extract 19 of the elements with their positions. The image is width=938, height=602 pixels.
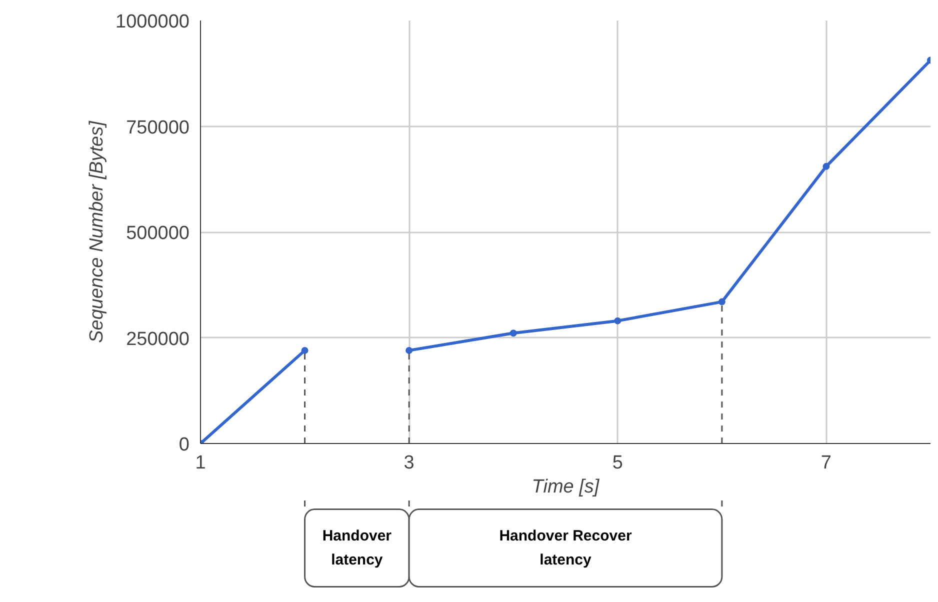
text: Handover latency <box>322 528 392 568</box>
y-axis-title: Sequence Number [Bytes] <box>86 120 108 343</box>
y-tick-label: 1000000 <box>116 12 190 32</box>
y-tick-label: 500000 <box>126 223 190 244</box>
x-axis-title: Time [s] <box>532 476 600 498</box>
x-tick-label: 5 <box>612 452 623 474</box>
point <box>301 346 308 354</box>
x-tick-label: 7 <box>820 452 832 474</box>
point <box>510 330 517 337</box>
y-tick-label: 250000 <box>126 328 190 350</box>
y-tick-label: 0 <box>178 434 190 456</box>
point <box>614 317 622 324</box>
y-tick-label: 750000 <box>126 117 190 138</box>
point <box>718 298 726 306</box>
x-tick-label: 1 <box>195 452 206 474</box>
point <box>822 162 830 170</box>
point <box>406 346 413 354</box>
text: Handover Recover latency <box>499 528 632 568</box>
x-tick-label: 3 <box>404 452 414 474</box>
